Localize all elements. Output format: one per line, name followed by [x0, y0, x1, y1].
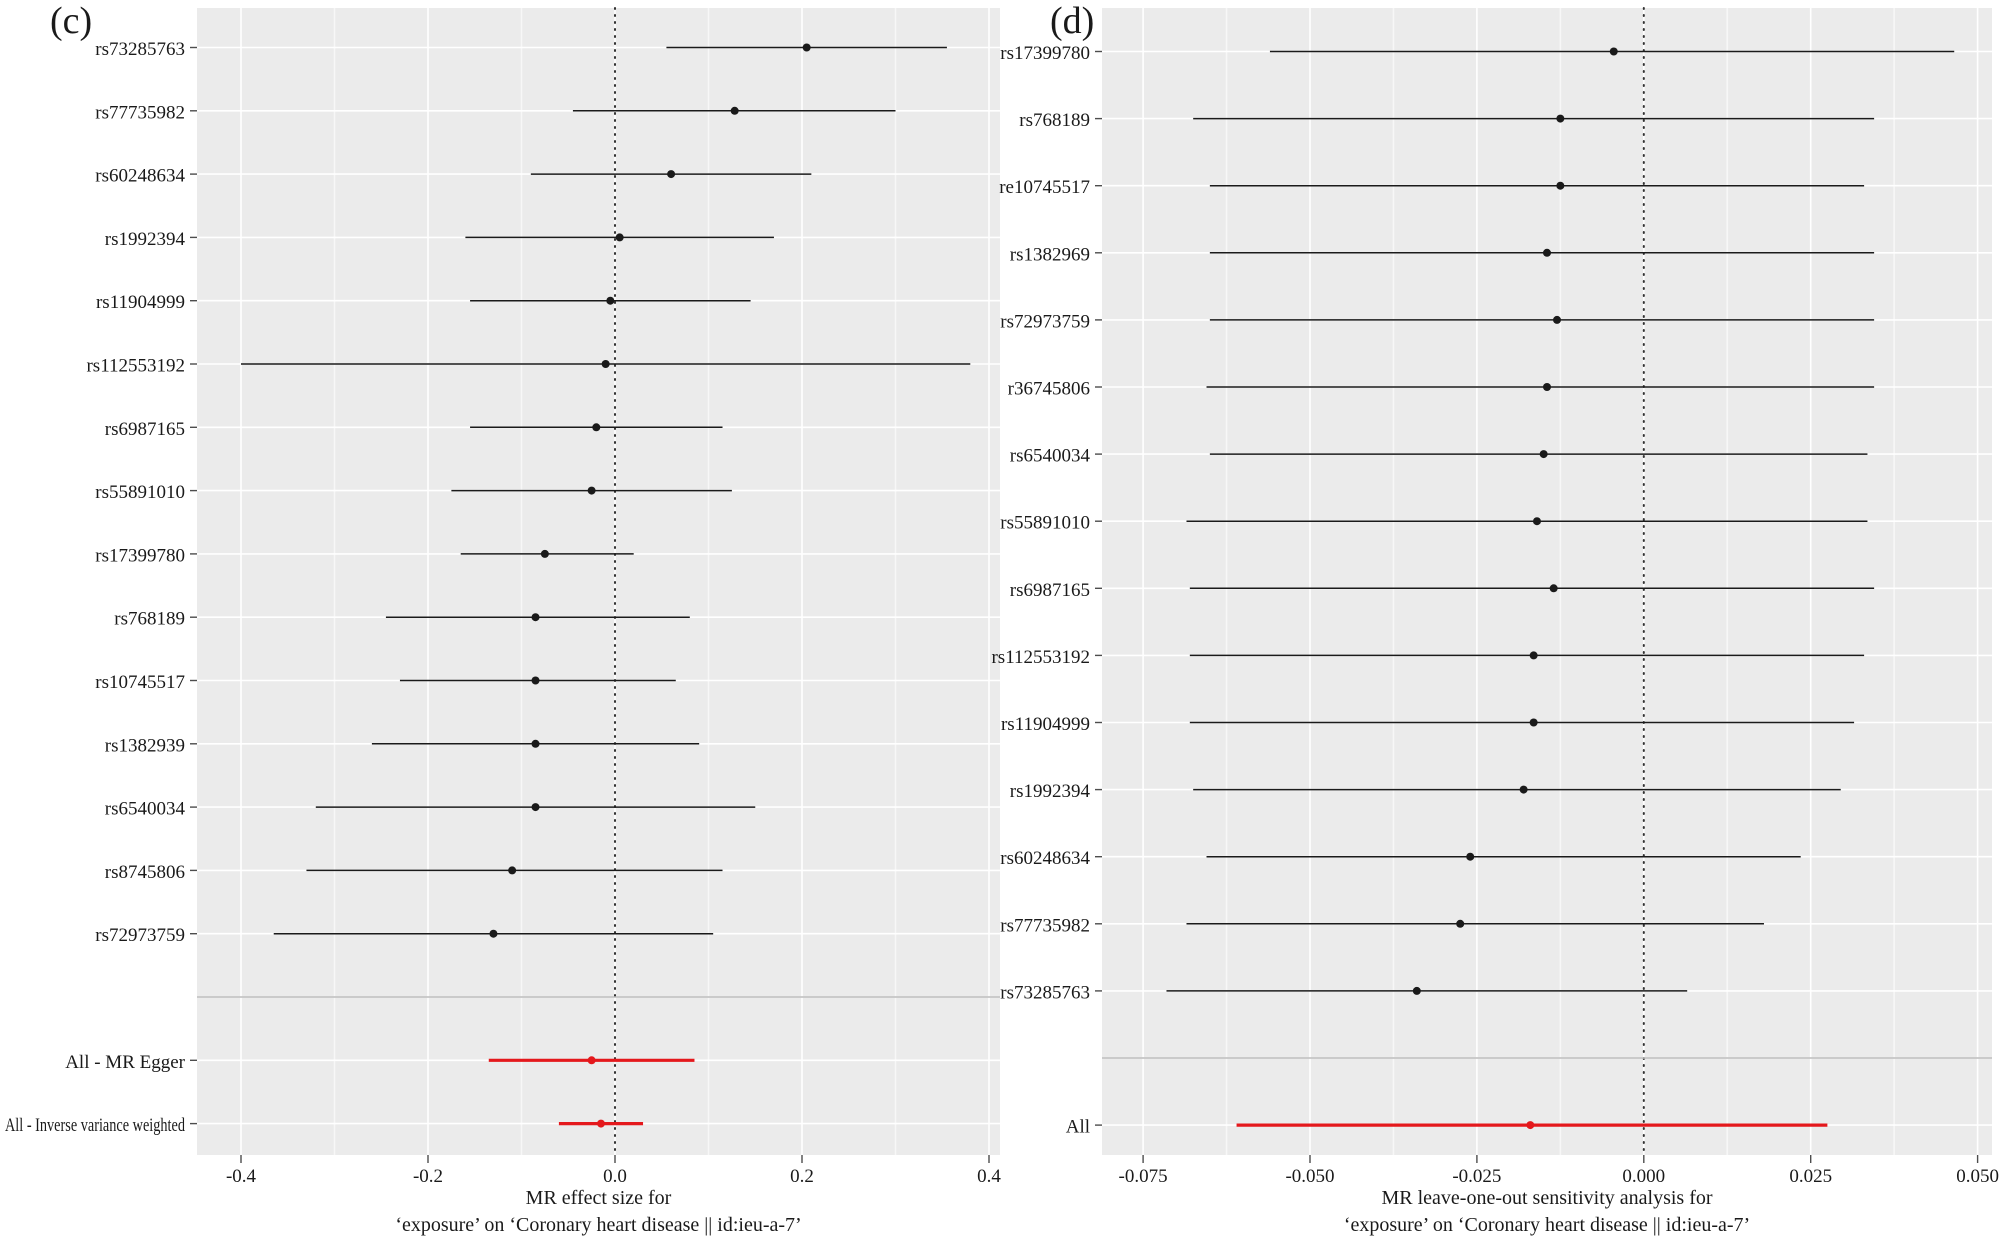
svg-text:rs1992394: rs1992394: [105, 229, 186, 250]
svg-text:r36745806: r36745806: [1008, 379, 1090, 400]
svg-text:rs17399780: rs17399780: [1000, 43, 1090, 64]
svg-text:‘exposure’ on ‘Coronary heart: ‘exposure’ on ‘Coronary heart disease ||…: [395, 1214, 801, 1236]
svg-text:0.2: 0.2: [790, 1166, 814, 1187]
svg-text:rs1382969: rs1382969: [1010, 244, 1090, 265]
svg-text:‘exposure’ on ‘Coronary heart: ‘exposure’ on ‘Coronary heart disease ||…: [1344, 1214, 1750, 1236]
svg-text:rs6540034: rs6540034: [105, 799, 186, 820]
svg-text:(c): (c): [50, 0, 92, 42]
svg-text:rs1382939: rs1382939: [105, 735, 185, 756]
svg-text:rs77735982: rs77735982: [1000, 915, 1090, 936]
svg-text:-0.2: -0.2: [413, 1166, 443, 1187]
svg-text:All - Inverse variance weighte: All - Inverse variance weighted: [5, 1115, 185, 1136]
svg-text:rs77735982: rs77735982: [95, 102, 185, 123]
svg-text:All: All: [1066, 1117, 1090, 1138]
svg-text:rs11904999: rs11904999: [1001, 714, 1090, 735]
svg-text:-0.050: -0.050: [1285, 1166, 1334, 1187]
svg-text:rs72973759: rs72973759: [1000, 311, 1090, 332]
svg-text:re10745517: re10745517: [999, 177, 1090, 198]
svg-text:(d): (d): [1050, 0, 1094, 42]
svg-text:rs17399780: rs17399780: [95, 545, 185, 566]
svg-text:0.0: 0.0: [603, 1166, 627, 1187]
svg-text:0.4: 0.4: [977, 1166, 1001, 1187]
svg-text:MR effect size for: MR effect size for: [526, 1187, 672, 1209]
svg-text:MR leave-one-out sensitivity a: MR leave-one-out sensitivity analysis fo…: [1381, 1187, 1712, 1209]
svg-text:0.050: 0.050: [1956, 1166, 1999, 1187]
svg-text:rs6987165: rs6987165: [1010, 580, 1090, 601]
svg-text:rs6540034: rs6540034: [1010, 446, 1091, 467]
svg-text:rs768189: rs768189: [114, 609, 185, 630]
svg-text:All - MR Egger: All - MR Egger: [65, 1052, 185, 1073]
svg-text:rs11904999: rs11904999: [96, 292, 185, 313]
svg-text:rs768189: rs768189: [1019, 110, 1090, 131]
svg-text:rs55891010: rs55891010: [1000, 513, 1090, 534]
svg-text:rs72973759: rs72973759: [95, 925, 185, 946]
svg-text:rs60248634: rs60248634: [1000, 848, 1090, 869]
svg-text:rs73285763: rs73285763: [95, 39, 185, 60]
svg-text:-0.4: -0.4: [226, 1166, 257, 1187]
svg-text:rs112553192: rs112553192: [86, 356, 185, 377]
svg-text:-0.075: -0.075: [1119, 1166, 1168, 1187]
svg-text:0.000: 0.000: [1622, 1166, 1665, 1187]
svg-text:rs55891010: rs55891010: [95, 482, 185, 503]
svg-text:rs73285763: rs73285763: [1000, 982, 1090, 1003]
svg-text:-0.025: -0.025: [1452, 1166, 1501, 1187]
svg-text:rs6987165: rs6987165: [105, 419, 185, 440]
svg-text:rs10745517: rs10745517: [95, 672, 185, 693]
svg-text:rs1992394: rs1992394: [1010, 781, 1091, 802]
svg-text:rs60248634: rs60248634: [95, 166, 185, 187]
svg-text:rs112553192: rs112553192: [991, 647, 1090, 668]
svg-text:0.025: 0.025: [1789, 1166, 1832, 1187]
svg-text:rs8745806: rs8745806: [105, 862, 185, 883]
